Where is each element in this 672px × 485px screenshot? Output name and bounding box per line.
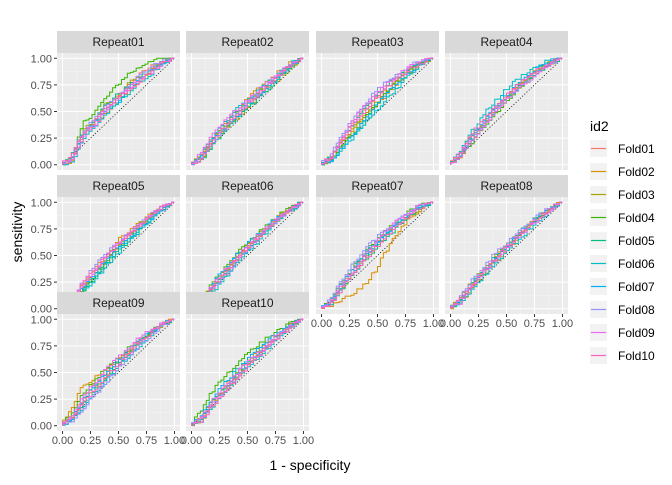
y-tick-label: 0.00 [31,160,52,172]
y-tick-label: 0.50 [31,107,52,119]
facet-strip-repeat03 [316,31,439,53]
facet-strip-label-repeat10: Repeat10 [221,296,273,310]
facet-strip-repeat06 [186,175,309,197]
legend-label-fold01: Fold01 [618,142,655,156]
roc-curve-repeat07-fold10 [321,201,434,309]
roc-curve-repeat03-fold06 [321,57,434,166]
y-tick-label: 1.00 [31,314,52,326]
legend-title: id2 [590,118,609,134]
facet-strip-label-repeat07: Repeat07 [351,179,403,193]
roc-curve-repeat09-fold10 [62,318,175,426]
x-tick-label: 0.25 [80,435,101,447]
roc-curve-repeat05-fold07 [62,201,175,309]
x-tick-label: 0.00 [440,318,461,330]
facet-strip-label-repeat08: Repeat08 [480,179,532,193]
x-tick-label: 1.00 [423,318,444,330]
roc-curve-repeat03-fold10 [321,57,434,165]
facet-strip-label-repeat01: Repeat01 [92,35,144,49]
roc-curve-repeat04-fold09 [450,57,563,165]
y-tick-label: 1.00 [31,197,52,209]
facet-strip-repeat02 [186,31,309,53]
roc-curve-repeat10-fold10 [191,318,304,426]
x-tick-label: 0.75 [524,318,545,330]
x-tick-label: 1.00 [164,435,185,447]
y-tick-label: 0.50 [31,251,52,263]
y-tick-label: 0.00 [31,304,52,316]
facet-strip-repeat09 [57,292,180,314]
x-tick-label: 0.50 [367,318,388,330]
roc-curve-repeat06-fold10 [191,201,304,309]
facet-strip-repeat01 [57,31,180,53]
facet-strip-label-repeat06: Repeat06 [221,179,273,193]
y-tick-label: 0.75 [31,341,52,353]
y-axis-title: sensitivity [9,202,25,263]
y-tick-label: 0.25 [31,394,52,406]
facet-strip-repeat04 [445,31,568,53]
roc-curve-repeat09-fold08 [62,318,175,426]
roc-curve-repeat02-fold10 [191,57,304,165]
facet-strip-label-repeat02: Repeat02 [221,35,273,49]
facet-strip-label-repeat05: Repeat05 [92,179,144,193]
x-tick-label: 0.25 [339,318,360,330]
roc-curve-repeat07-fold02 [321,201,434,309]
x-tick-label: 0.25 [209,435,230,447]
legend-label-fold04: Fold04 [618,211,655,225]
y-tick-label: 1.00 [31,53,52,65]
roc-curve-repeat04-fold10 [450,57,563,165]
x-tick-label: 0.00 [52,435,73,447]
x-tick-label: 0.75 [265,435,286,447]
x-tick-label: 0.00 [181,435,202,447]
legend-label-fold09: Fold09 [618,326,655,340]
y-tick-label: 0.75 [31,80,52,92]
roc-curve-repeat06-fold09 [191,201,304,309]
facet-strip-repeat05 [57,175,180,197]
x-tick-label: 0.25 [468,318,489,330]
legend-label-fold06: Fold06 [618,257,655,271]
legend-label-fold05: Fold05 [618,234,655,248]
y-tick-label: 0.50 [31,368,52,380]
x-tick-label: 0.75 [136,435,157,447]
facet-strip-repeat07 [316,175,439,197]
y-tick-label: 0.25 [31,277,52,289]
y-tick-label: 0.25 [31,133,52,145]
x-axis-title: 1 - specificity [270,457,351,473]
legend-label-fold02: Fold02 [618,165,655,179]
legend-label-fold03: Fold03 [618,188,655,202]
roc-curve-repeat01-fold04 [62,57,175,166]
roc-curve-repeat02-fold09 [191,57,304,165]
y-tick-label: 0.75 [31,224,52,236]
x-tick-label: 0.50 [108,435,129,447]
legend-label-fold08: Fold08 [618,303,655,317]
x-tick-label: 0.50 [496,318,517,330]
roc-curve-repeat07-fold09 [321,201,434,309]
roc-curve-repeat08-fold10 [450,201,563,309]
legend-label-fold07: Fold07 [618,280,655,294]
x-tick-label: 0.00 [311,318,332,330]
facet-strip-label-repeat03: Repeat03 [351,35,403,49]
x-tick-label: 0.50 [237,435,258,447]
facet-strip-repeat10 [186,292,309,314]
legend-label-fold10: Fold10 [618,349,655,363]
facet-strip-label-repeat09: Repeat09 [92,296,144,310]
roc-curve-repeat01-fold10 [62,57,175,165]
x-tick-label: 0.75 [395,318,416,330]
y-tick-label: 0.00 [31,421,52,433]
roc-curve-repeat05-fold10 [62,201,175,309]
facet-strip-repeat08 [445,175,568,197]
roc-curve-repeat03-fold07 [321,57,434,165]
x-tick-label: 1.00 [293,435,314,447]
facet-strip-label-repeat04: Repeat04 [480,35,532,49]
x-tick-label: 1.00 [552,318,573,330]
